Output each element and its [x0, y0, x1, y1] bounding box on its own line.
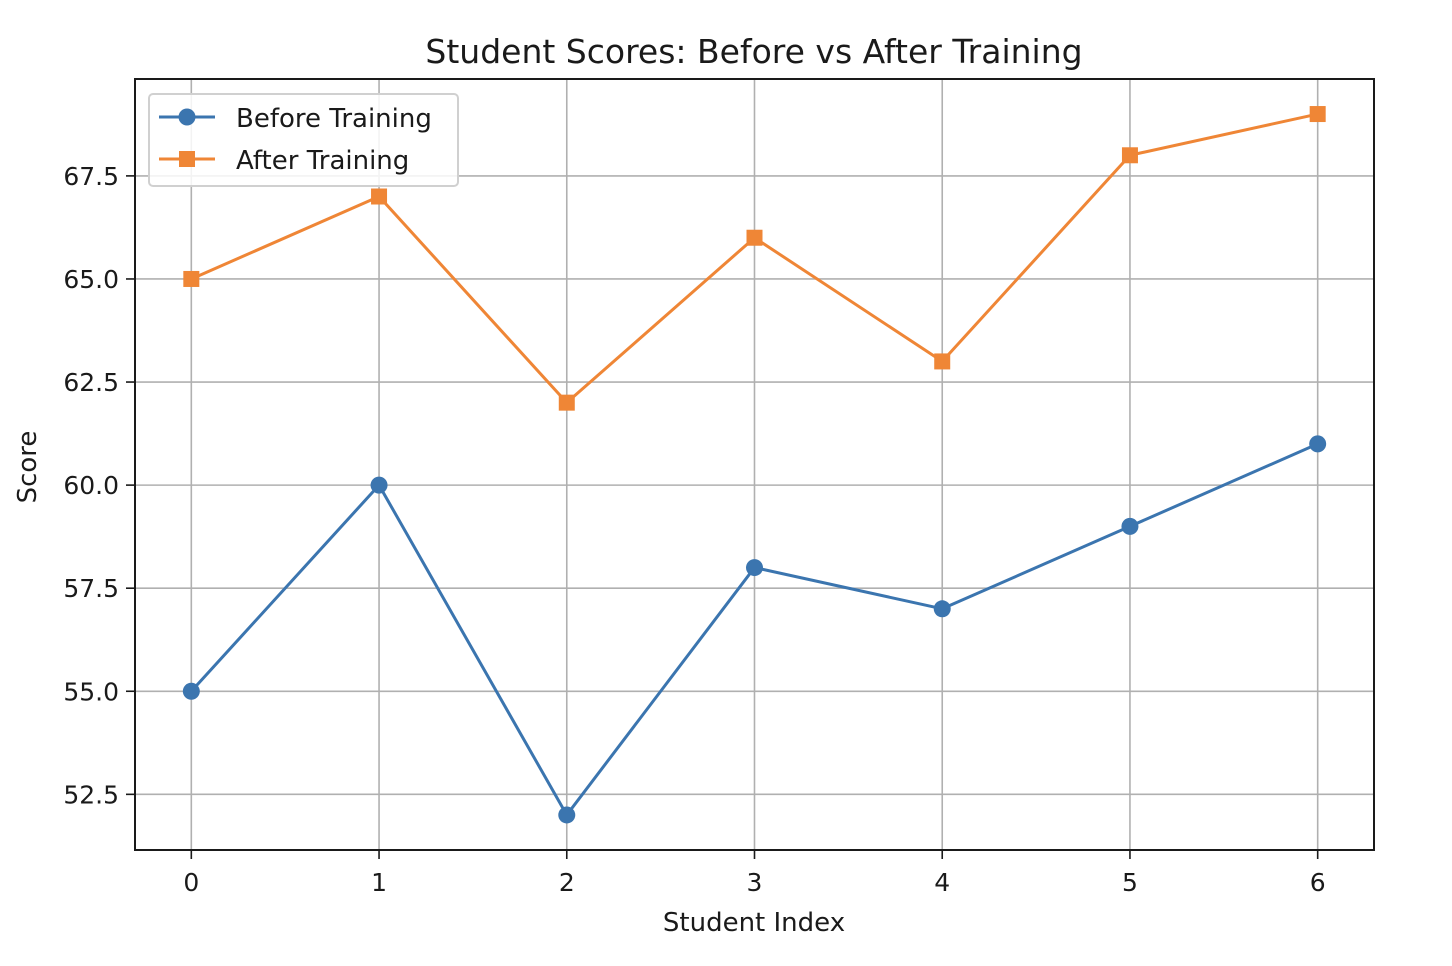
- legend-marker-after: [179, 151, 195, 167]
- y-tick-label: 60.0: [63, 471, 119, 500]
- data-point-before-training: [746, 559, 763, 577]
- series-before-training: [182, 435, 1327, 824]
- y-tick-label: 67.5: [63, 162, 119, 191]
- x-tick-label: 2: [559, 868, 575, 897]
- data-point-before-training: [933, 600, 951, 618]
- legend-label-before: Before Training: [236, 104, 432, 134]
- data-point-after-training: [746, 229, 763, 246]
- data-point-after-training: [183, 270, 200, 287]
- legend-entry-before: Before Training: [159, 104, 432, 134]
- x-tick-label: 1: [371, 868, 387, 897]
- series-after-training: [183, 106, 1326, 411]
- x-tick-label: 0: [183, 868, 199, 897]
- data-point-after-training: [1309, 106, 1326, 123]
- axis-ticks: 0 1 2 3 4 5 6 52.5 55.0 57.5 60.0 62.5 65.0 67.5: [63, 162, 1325, 897]
- y-tick-label: 65.0: [63, 265, 119, 294]
- data-point-before-training: [1309, 435, 1327, 453]
- chart-title: Student Scores: Before vs After Training: [425, 32, 1082, 71]
- x-tick-label: 3: [747, 868, 763, 897]
- x-tick-label: 5: [1122, 868, 1138, 897]
- legend-label-after: After Training: [236, 146, 409, 176]
- grid: [135, 79, 1374, 850]
- legend-marker-before: [178, 108, 196, 126]
- x-tick-label: 6: [1310, 868, 1326, 897]
- series-group: [182, 106, 1327, 824]
- data-point-after-training: [371, 188, 388, 205]
- legend-entry-after: After Training: [159, 146, 409, 176]
- y-tick-label: 62.5: [63, 368, 119, 397]
- x-tick-label: 4: [934, 868, 950, 897]
- legend-box: [148, 93, 459, 187]
- data-point-before-training: [1121, 517, 1139, 535]
- data-point-after-training: [558, 394, 575, 411]
- legend: Before Training After Training: [148, 93, 459, 187]
- data-point-before-training: [182, 682, 200, 700]
- x-axis-label: Student Index: [663, 908, 845, 938]
- y-tick-label: 55.0: [63, 677, 119, 706]
- data-point-after-training: [1121, 147, 1138, 164]
- data-point-before-training: [370, 476, 388, 494]
- data-point-before-training: [558, 806, 576, 824]
- data-point-after-training: [934, 353, 951, 370]
- y-tick-label: 57.5: [63, 574, 119, 603]
- y-axis-label: Score: [13, 431, 43, 504]
- y-tick-label: 52.5: [63, 780, 119, 809]
